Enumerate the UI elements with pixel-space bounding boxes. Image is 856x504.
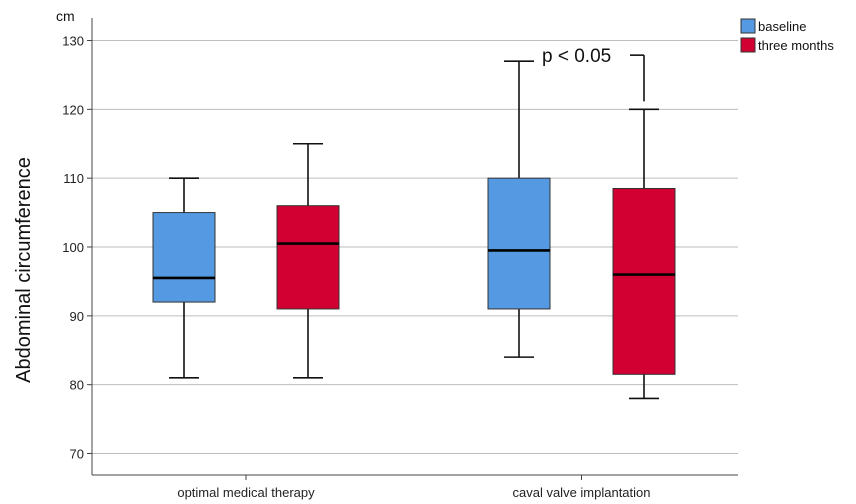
x-tick-labels: optimal medical therapy caval valve impla… xyxy=(177,475,651,500)
box-baseline-1 xyxy=(487,60,551,358)
box-three-months-1 xyxy=(612,108,676,400)
y-tick-label: 100 xyxy=(62,240,84,255)
y-axis-title: Abdominal circumference xyxy=(13,157,35,383)
x-tick-label: optimal medical therapy xyxy=(177,485,315,500)
box-plots xyxy=(152,60,676,400)
box-iqr xyxy=(612,187,676,375)
box-iqr xyxy=(152,212,216,303)
y-tick-label: 70 xyxy=(70,447,84,462)
legend-label: three months xyxy=(758,38,834,53)
y-tick-label: 80 xyxy=(70,378,84,393)
box-iqr xyxy=(487,177,551,310)
legend: baseline three months xyxy=(740,18,834,53)
p-value-label: p < 0.05 xyxy=(542,46,611,67)
y-tick-label: 120 xyxy=(62,102,84,117)
x-tick-label: caval valve implantation xyxy=(512,485,650,500)
legend-swatch xyxy=(740,18,756,34)
box-baseline-0 xyxy=(152,177,216,379)
y-tick-label: 110 xyxy=(63,171,84,186)
y-tick-label: 90 xyxy=(70,309,84,324)
box-three-months-0 xyxy=(276,142,340,379)
legend-swatch xyxy=(740,37,756,53)
box-iqr xyxy=(276,205,340,310)
significance-annotation: p < 0.05 xyxy=(542,46,645,102)
y-tick-labels: 70 80 90 100 110 120 130 xyxy=(62,34,92,462)
y-unit-label: cm xyxy=(56,8,75,24)
legend-label: baseline xyxy=(758,19,806,34)
y-tick-label: 130 xyxy=(62,34,84,49)
